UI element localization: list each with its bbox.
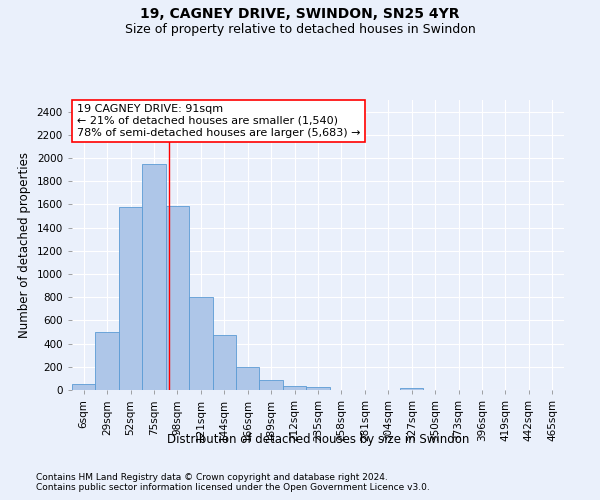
- Bar: [166, 206, 189, 390]
- Bar: [306, 387, 330, 390]
- Text: Contains public sector information licensed under the Open Government Licence v3: Contains public sector information licen…: [36, 484, 430, 492]
- Bar: [142, 164, 166, 390]
- Bar: [72, 384, 95, 390]
- Bar: [119, 206, 142, 390]
- Bar: [212, 335, 236, 390]
- Bar: [189, 297, 212, 390]
- Text: 19 CAGNEY DRIVE: 91sqm
← 21% of detached houses are smaller (1,540)
78% of semi-: 19 CAGNEY DRIVE: 91sqm ← 21% of detached…: [77, 104, 361, 138]
- Bar: [400, 388, 424, 390]
- Text: Distribution of detached houses by size in Swindon: Distribution of detached houses by size …: [167, 432, 469, 446]
- Text: 19, CAGNEY DRIVE, SWINDON, SN25 4YR: 19, CAGNEY DRIVE, SWINDON, SN25 4YR: [140, 8, 460, 22]
- Bar: [236, 368, 259, 390]
- Y-axis label: Number of detached properties: Number of detached properties: [18, 152, 31, 338]
- Bar: [259, 380, 283, 390]
- Text: Size of property relative to detached houses in Swindon: Size of property relative to detached ho…: [125, 22, 475, 36]
- Bar: [283, 386, 306, 390]
- Text: Contains HM Land Registry data © Crown copyright and database right 2024.: Contains HM Land Registry data © Crown c…: [36, 472, 388, 482]
- Bar: [95, 332, 119, 390]
